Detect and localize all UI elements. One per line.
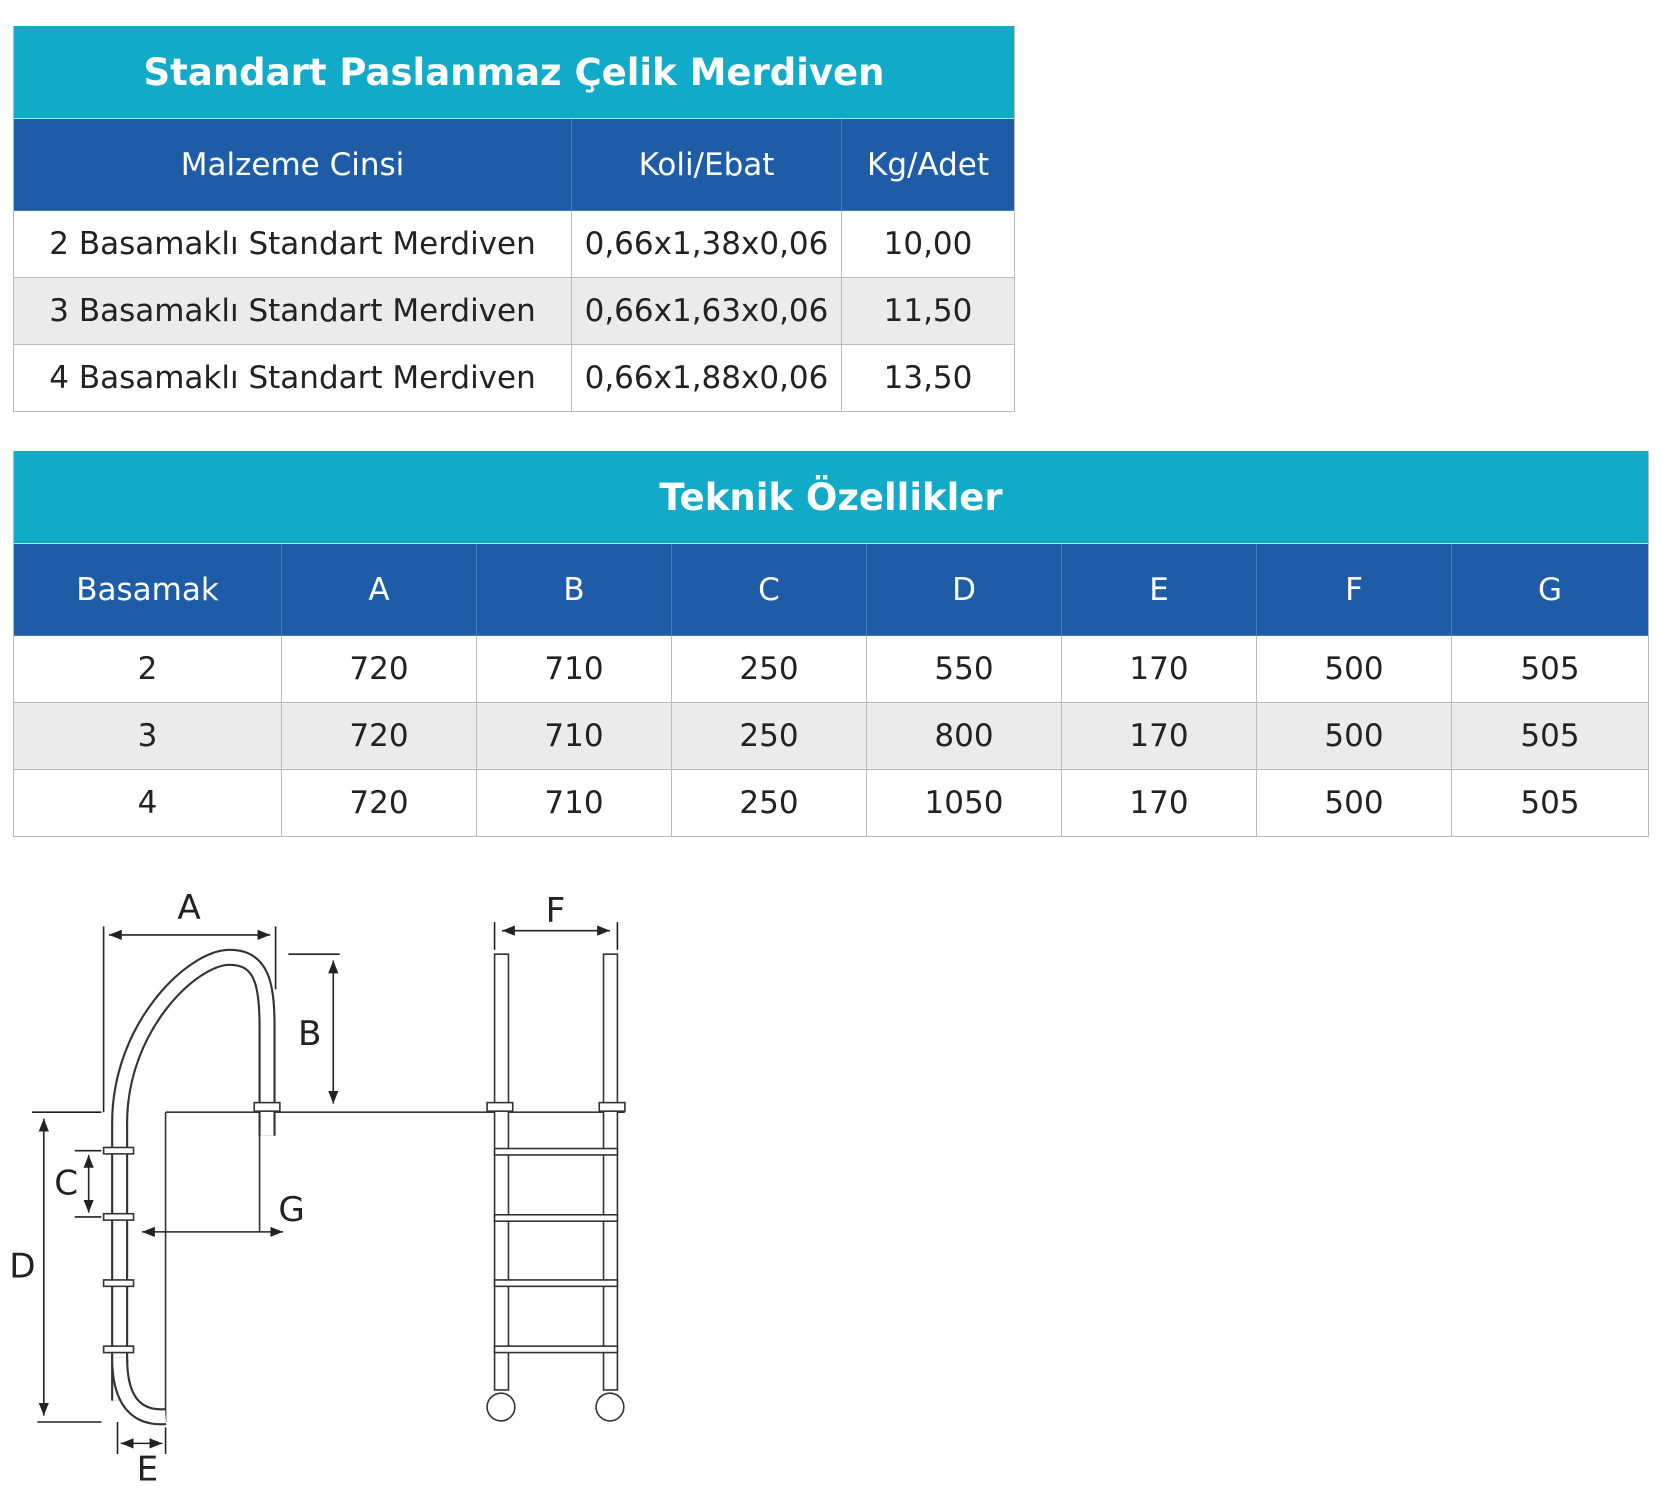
table-materials: Standart Paslanmaz Çelik Merdiven Malzeme… — [13, 26, 1015, 412]
table-cell: 170 — [1062, 636, 1257, 703]
header-cell: G — [1452, 544, 1648, 636]
table-cell: 505 — [1452, 703, 1648, 770]
label-e: E — [137, 1450, 159, 1490]
table-cell: 13,50 — [842, 345, 1014, 412]
label-a: A — [177, 888, 201, 928]
ladder-diagram: A B C D E F G — [9, 888, 626, 1490]
header-row: Malzeme Cinsi Koli/Ebat Kg/Adet — [14, 119, 1014, 211]
table-cell: 0,66x1,38x0,06 — [572, 211, 842, 278]
table-cell: 710 — [477, 703, 672, 770]
table-cell: 4 Basamaklı Standart Merdiven — [14, 345, 572, 412]
table-cell: 710 — [477, 770, 672, 837]
header-cell: E — [1062, 544, 1257, 636]
table-row: 4 Basamaklı Standart Merdiven 0,66x1,88x0… — [14, 345, 1014, 412]
header-cell: D — [867, 544, 1062, 636]
header-row: Basamak A B C D E F G — [14, 544, 1648, 636]
header-cell: F — [1257, 544, 1452, 636]
header-cell: Basamak — [14, 544, 282, 636]
header-cell: Koli/Ebat — [572, 119, 842, 211]
table-row: 4 720 710 250 1050 170 500 505 — [14, 770, 1648, 837]
table-cell: 250 — [672, 636, 867, 703]
table-cell: 3 Basamaklı Standart Merdiven — [14, 278, 572, 345]
table-cell: 720 — [282, 703, 477, 770]
table-cell: 720 — [282, 770, 477, 837]
label-d: D — [9, 1247, 35, 1287]
table-cell: 11,50 — [842, 278, 1014, 345]
table-cell: 170 — [1062, 703, 1257, 770]
table-cell: 1050 — [867, 770, 1062, 837]
table-cell: 4 — [14, 770, 282, 837]
table-cell: 500 — [1257, 770, 1452, 837]
table-row: 2 720 710 250 550 170 500 505 — [14, 636, 1648, 703]
table-cell: 2 Basamaklı Standart Merdiven — [14, 211, 572, 278]
table-cell: 10,00 — [842, 211, 1014, 278]
table-cell: 0,66x1,88x0,06 — [572, 345, 842, 412]
header-cell: C — [672, 544, 867, 636]
table-cell: 550 — [867, 636, 1062, 703]
table-cell: 250 — [672, 770, 867, 837]
table-cell: 710 — [477, 636, 672, 703]
label-f: F — [546, 891, 566, 931]
table-cell: 2 — [14, 636, 282, 703]
table-cell: 500 — [1257, 636, 1452, 703]
label-c: C — [54, 1163, 78, 1203]
table-title: Teknik Özellikler — [14, 451, 1648, 544]
table-cell: 250 — [672, 703, 867, 770]
table-row: 3 720 710 250 800 170 500 505 — [14, 703, 1648, 770]
table-technical: Teknik Özellikler Basamak A B C D E F G 2 720 710 25… — [13, 451, 1649, 837]
header-cell: Malzeme Cinsi — [14, 119, 572, 211]
table-row: 2 Basamaklı Standart Merdiven 0,66x1,38x0… — [14, 211, 1014, 278]
table-cell: 500 — [1257, 703, 1452, 770]
table-cell: 505 — [1452, 636, 1648, 703]
table-cell: 800 — [867, 703, 1062, 770]
header-cell: A — [282, 544, 477, 636]
label-g: G — [278, 1190, 304, 1230]
table-cell: 0,66x1,63x0,06 — [572, 278, 842, 345]
table-row: 3 Basamaklı Standart Merdiven 0,66x1,63x0… — [14, 278, 1014, 345]
table-cell: 170 — [1062, 770, 1257, 837]
header-cell: Kg/Adet — [842, 119, 1014, 211]
table-title: Standart Paslanmaz Çelik Merdiven — [14, 26, 1014, 119]
header-cell: B — [477, 544, 672, 636]
table-cell: 720 — [282, 636, 477, 703]
table-cell: 505 — [1452, 770, 1648, 837]
table-cell: 3 — [14, 703, 282, 770]
label-b: B — [298, 1014, 321, 1054]
